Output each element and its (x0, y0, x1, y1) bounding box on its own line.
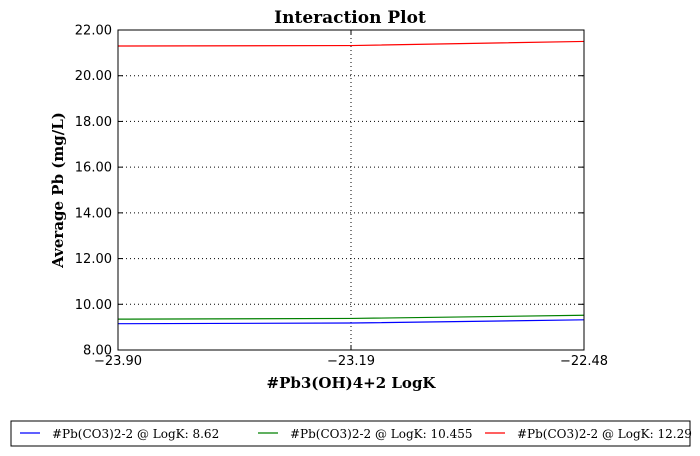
y-tick-label: 8.00 (83, 344, 112, 359)
y-axis-label: Average Pb (mg/L) (49, 112, 67, 269)
x-tick-label: −23.19 (327, 354, 375, 369)
y-tick-label: 10.00 (75, 298, 112, 313)
legend: #Pb(CO3)2-2 @ LogK: 8.62 #Pb(CO3)2-2 @ Lo… (10, 420, 692, 447)
series-line-2 (117, 314, 585, 320)
y-tick-label: 16.00 (75, 161, 112, 176)
legend-label-3: #Pb(CO3)2-2 @ LogK: 12.29 (517, 427, 692, 441)
series-lines (117, 40, 585, 325)
legend-label-2: #Pb(CO3)2-2 @ LogK: 10.455 (290, 427, 472, 441)
legend-frame (10, 420, 691, 447)
legend-label-1: #Pb(CO3)2-2 @ LogK: 8.62 (52, 427, 219, 441)
x-axis-ticks: −23.90 −23.19 −22.48 (94, 30, 608, 369)
y-tick-label: 20.00 (75, 69, 112, 84)
y-tick-label: 14.00 (75, 206, 112, 221)
x-axis-label: #Pb3(OH)4+2 LogK (267, 374, 437, 392)
y-axis-ticks: 8.00 10.00 12.00 14.00 16.00 18.00 20.00 22.00 (75, 24, 584, 359)
x-tick-label: −22.48 (560, 354, 608, 369)
series-line-1 (117, 319, 585, 325)
y-tick-label: 18.00 (75, 115, 112, 130)
y-tick-label: 12.00 (75, 252, 112, 267)
y-tick-label: 22.00 (75, 24, 112, 39)
x-tick-label: −23.90 (94, 354, 142, 369)
series-line-3 (117, 40, 585, 47)
chart-title: Interaction Plot (274, 8, 426, 28)
grid-lines (118, 30, 584, 350)
